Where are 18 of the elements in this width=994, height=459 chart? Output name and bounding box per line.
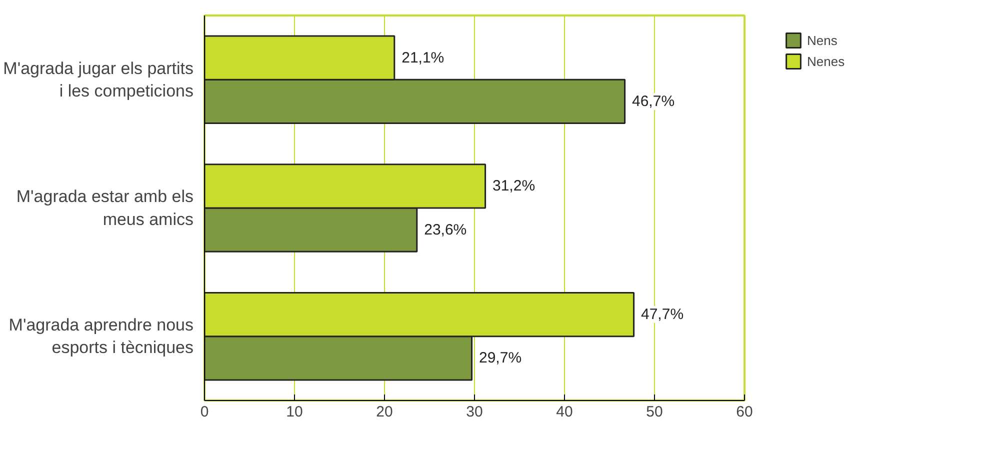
y-tick-label: M'agrada jugar els partits i les competicions xyxy=(3,58,194,101)
legend-label: Nenes xyxy=(807,54,845,68)
y-tick-label: M'agrada aprendre nous esports i tècniques xyxy=(8,315,194,358)
data-label: 47,7% xyxy=(641,306,684,324)
x-tick-label: 50 xyxy=(646,404,663,420)
data-label: 46,7% xyxy=(632,92,675,110)
y-tick-label: M'agrada estar amb els meus amics xyxy=(16,187,194,229)
legend-label: Nens xyxy=(807,32,838,48)
x-tick-label: 60 xyxy=(736,404,753,420)
x-tick-label: 40 xyxy=(556,404,573,420)
x-tick-label: 10 xyxy=(286,404,303,420)
data-label: 21,1% xyxy=(402,49,444,66)
x-tick-label: 30 xyxy=(466,404,483,420)
x-tick-label: 0 xyxy=(200,404,209,420)
data-label: 31,2% xyxy=(492,178,536,195)
data-label: 23,6% xyxy=(424,221,467,238)
data-label: 29,7% xyxy=(479,350,522,367)
x-tick-label: 20 xyxy=(376,404,393,420)
